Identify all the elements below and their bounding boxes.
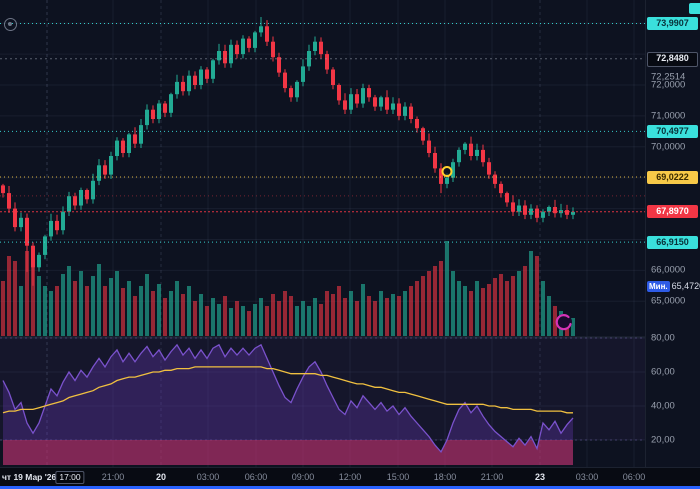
clipped-price-chip xyxy=(689,3,700,14)
price-label: 70,4977 xyxy=(647,124,698,138)
time-tick: 17:00 xyxy=(55,471,85,484)
time-axis[interactable]: чт 19 Мар '26 17:00 21:00 20 03:00 06:00 09:0… xyxy=(0,467,700,486)
date-label: чт 19 Мар '26 xyxy=(2,472,57,482)
price-label: Мин.65,4720 xyxy=(647,280,700,292)
price-label: 71,0000 xyxy=(651,110,686,122)
oscillator-scale-label: 20,00 xyxy=(651,434,675,446)
chart-plot-canvas[interactable] xyxy=(0,0,645,467)
bottom-accent-bar xyxy=(0,486,700,489)
price-label: 66,0000 xyxy=(651,264,686,276)
time-tick: 15:00 xyxy=(386,472,410,482)
eye-icon[interactable] xyxy=(4,18,17,31)
price-label: 69,0222 xyxy=(647,170,698,184)
time-tick: 06:00 xyxy=(244,472,268,482)
time-tick: 12:00 xyxy=(338,472,362,482)
event-badge-icon[interactable] xyxy=(555,314,572,331)
price-label: 72,8480 xyxy=(647,52,698,68)
time-tick: 09:00 xyxy=(291,472,315,482)
time-tick: 03:00 xyxy=(575,472,599,482)
time-tick: 23 xyxy=(534,472,546,482)
price-label: 72,0000 xyxy=(651,79,686,91)
price-label: 65,0000 xyxy=(651,295,686,307)
price-label: 73,9907 xyxy=(647,17,698,30)
price-axis[interactable]: 73,9907 72,8480 72,2514 72,0000 71,0000 70,49… xyxy=(645,0,700,467)
price-label: 72,2514 xyxy=(651,71,686,83)
oscillator-band xyxy=(0,337,645,441)
time-tick: 03:00 xyxy=(196,472,220,482)
oscillator-scale-label: 80,00 xyxy=(651,332,675,344)
min-tag: Мин. xyxy=(647,280,670,292)
candles-layer xyxy=(1,17,575,286)
time-tick: 21:00 xyxy=(480,472,504,482)
price-label: 67,8970 xyxy=(647,205,698,219)
volume-layer xyxy=(1,241,575,336)
price-label: 66,9150 xyxy=(647,235,698,249)
alert-circle-marker[interactable] xyxy=(441,166,453,177)
time-tick: 18:00 xyxy=(433,472,457,482)
price-levels-layer xyxy=(0,23,645,243)
time-tick: 21:00 xyxy=(101,472,125,482)
oscillator-scale-label: 40,00 xyxy=(651,400,675,412)
price-label: 70,0000 xyxy=(651,141,686,153)
oscillator-scale-label: 60,00 xyxy=(651,366,675,378)
time-tick: 06:00 xyxy=(622,472,646,482)
time-tick: 20 xyxy=(155,472,167,482)
min-value: 65,4720 xyxy=(671,281,700,292)
oscillator-layer xyxy=(2,343,574,465)
